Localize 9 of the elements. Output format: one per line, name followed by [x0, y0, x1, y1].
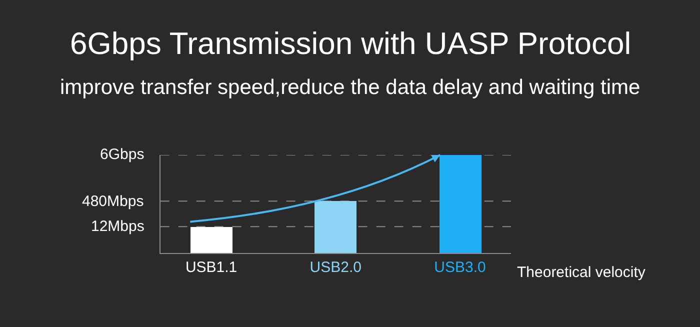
ref-line-label: 6Gbps: [100, 146, 144, 163]
x-tick-label: USB3.0: [434, 259, 486, 276]
chart-title: 6Gbps Transmission with UASP Protocol: [70, 26, 632, 61]
x-tick-label: USB2.0: [310, 259, 362, 276]
x-tick-label: USB1.1: [185, 259, 238, 276]
ref-line-label: 480Mbps: [82, 193, 144, 210]
chart-subtitle: improve transfer speed,reduce the data delay and waiting time: [60, 76, 640, 99]
ref-line-label: 12Mbps: [91, 218, 144, 235]
x-axis-title: Theoretical velocity: [517, 264, 646, 281]
